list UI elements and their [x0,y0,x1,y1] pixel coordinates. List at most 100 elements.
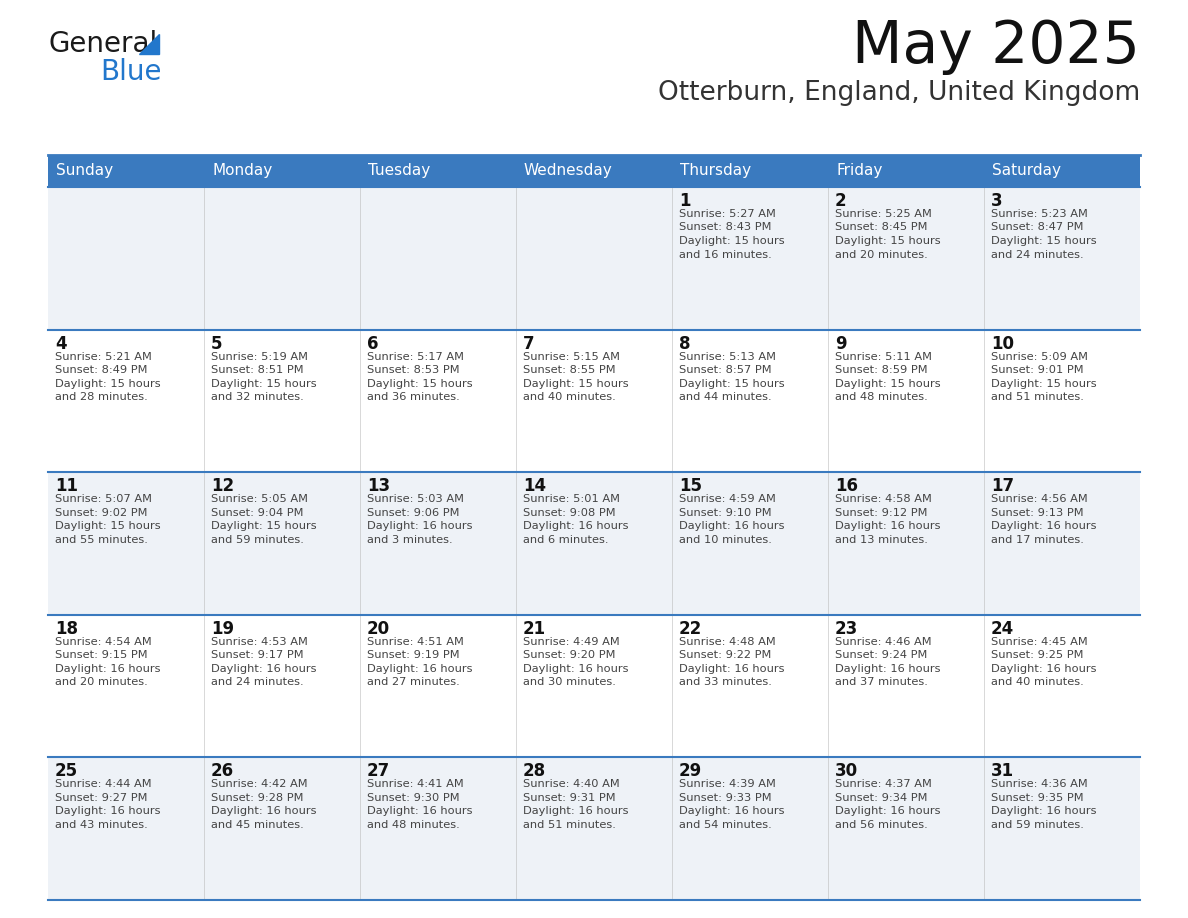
Text: 12: 12 [211,477,234,495]
Bar [828,155,984,187]
Text: Daylight: 15 hours: Daylight: 15 hours [991,378,1097,388]
Text: Sunset: 8:57 PM: Sunset: 8:57 PM [680,365,772,375]
Text: Sunset: 9:15 PM: Sunset: 9:15 PM [55,650,147,660]
Text: Daylight: 16 hours: Daylight: 16 hours [680,664,784,674]
Text: Blue: Blue [100,58,162,86]
Text: Daylight: 15 hours: Daylight: 15 hours [367,378,473,388]
Text: 16: 16 [835,477,858,495]
Text: Daylight: 16 hours: Daylight: 16 hours [55,806,160,816]
Text: Daylight: 16 hours: Daylight: 16 hours [991,664,1097,674]
Text: Sunrise: 4:44 AM: Sunrise: 4:44 AM [55,779,152,789]
Text: Sunset: 9:24 PM: Sunset: 9:24 PM [835,650,928,660]
Bar [48,757,1140,900]
Text: Monday: Monday [211,163,272,178]
Text: 25: 25 [55,763,78,780]
Text: Sunrise: 4:51 AM: Sunrise: 4:51 AM [367,637,463,647]
Text: Daylight: 15 hours: Daylight: 15 hours [680,378,784,388]
Text: Sunset: 9:30 PM: Sunset: 9:30 PM [367,793,460,803]
Bar [360,155,516,187]
Text: 4: 4 [55,334,67,353]
Text: and 51 minutes.: and 51 minutes. [523,820,615,830]
Text: Sunset: 9:10 PM: Sunset: 9:10 PM [680,508,772,518]
Text: Sunrise: 5:17 AM: Sunrise: 5:17 AM [367,352,465,362]
Text: Sunrise: 5:05 AM: Sunrise: 5:05 AM [211,494,308,504]
Text: Sunrise: 4:39 AM: Sunrise: 4:39 AM [680,779,776,789]
Text: Daylight: 16 hours: Daylight: 16 hours [991,806,1097,816]
Text: and 51 minutes.: and 51 minutes. [991,392,1083,402]
Text: 24: 24 [991,620,1015,638]
Text: and 36 minutes.: and 36 minutes. [367,392,460,402]
Text: and 3 minutes.: and 3 minutes. [367,534,453,544]
Text: and 37 minutes.: and 37 minutes. [835,677,928,688]
Text: Sunrise: 5:01 AM: Sunrise: 5:01 AM [523,494,620,504]
Text: and 33 minutes.: and 33 minutes. [680,677,772,688]
Text: General: General [48,30,157,58]
Text: Daylight: 16 hours: Daylight: 16 hours [55,664,160,674]
Text: and 6 minutes.: and 6 minutes. [523,534,608,544]
Text: Daylight: 16 hours: Daylight: 16 hours [523,664,628,674]
Text: 19: 19 [211,620,234,638]
Text: Sunset: 9:27 PM: Sunset: 9:27 PM [55,793,147,803]
Text: Sunrise: 4:45 AM: Sunrise: 4:45 AM [991,637,1088,647]
Text: Daylight: 16 hours: Daylight: 16 hours [367,521,473,532]
Text: Daylight: 16 hours: Daylight: 16 hours [991,521,1097,532]
Text: and 40 minutes.: and 40 minutes. [991,677,1083,688]
Text: Sunday: Sunday [56,163,113,178]
Text: Sunset: 9:13 PM: Sunset: 9:13 PM [991,508,1083,518]
Bar [48,472,1140,615]
Text: 17: 17 [991,477,1015,495]
Bar [204,155,360,187]
Text: and 10 minutes.: and 10 minutes. [680,534,772,544]
Text: and 32 minutes.: and 32 minutes. [211,392,304,402]
Text: Daylight: 16 hours: Daylight: 16 hours [835,664,941,674]
Text: 30: 30 [835,763,858,780]
Text: Daylight: 15 hours: Daylight: 15 hours [991,236,1097,246]
Text: Sunrise: 5:13 AM: Sunrise: 5:13 AM [680,352,776,362]
Text: Daylight: 15 hours: Daylight: 15 hours [211,378,317,388]
Bar [672,155,828,187]
Text: Daylight: 16 hours: Daylight: 16 hours [523,806,628,816]
Text: Sunrise: 5:25 AM: Sunrise: 5:25 AM [835,209,931,219]
Text: 5: 5 [211,334,222,353]
Text: Sunset: 8:51 PM: Sunset: 8:51 PM [211,365,304,375]
Text: Thursday: Thursday [680,163,751,178]
Text: Daylight: 15 hours: Daylight: 15 hours [523,378,628,388]
Text: Sunrise: 4:59 AM: Sunrise: 4:59 AM [680,494,776,504]
Text: Sunset: 9:20 PM: Sunset: 9:20 PM [523,650,615,660]
Text: 3: 3 [991,192,1003,210]
Text: and 43 minutes.: and 43 minutes. [55,820,147,830]
Text: Sunrise: 4:36 AM: Sunrise: 4:36 AM [991,779,1088,789]
Text: and 40 minutes.: and 40 minutes. [523,392,615,402]
Text: 31: 31 [991,763,1015,780]
Text: Daylight: 15 hours: Daylight: 15 hours [835,236,941,246]
Text: and 45 minutes.: and 45 minutes. [211,820,304,830]
Text: and 20 minutes.: and 20 minutes. [55,677,147,688]
Text: 22: 22 [680,620,702,638]
Text: and 27 minutes.: and 27 minutes. [367,677,460,688]
Text: and 17 minutes.: and 17 minutes. [991,534,1083,544]
Text: 18: 18 [55,620,78,638]
Text: and 20 minutes.: and 20 minutes. [835,250,928,260]
Text: Sunrise: 4:56 AM: Sunrise: 4:56 AM [991,494,1088,504]
Text: Daylight: 15 hours: Daylight: 15 hours [211,521,317,532]
Text: Sunset: 9:19 PM: Sunset: 9:19 PM [367,650,460,660]
Text: 23: 23 [835,620,858,638]
Text: Otterburn, England, United Kingdom: Otterburn, England, United Kingdom [658,80,1140,106]
Text: Sunrise: 5:07 AM: Sunrise: 5:07 AM [55,494,152,504]
Text: and 24 minutes.: and 24 minutes. [991,250,1083,260]
Text: Wednesday: Wednesday [524,163,613,178]
Text: 26: 26 [211,763,234,780]
Text: Sunset: 8:47 PM: Sunset: 8:47 PM [991,222,1083,232]
Text: Sunset: 8:49 PM: Sunset: 8:49 PM [55,365,147,375]
Text: Daylight: 16 hours: Daylight: 16 hours [211,664,316,674]
Text: Sunrise: 4:58 AM: Sunrise: 4:58 AM [835,494,931,504]
Text: Sunrise: 4:49 AM: Sunrise: 4:49 AM [523,637,620,647]
Text: Daylight: 15 hours: Daylight: 15 hours [680,236,784,246]
Bar [48,330,1140,472]
Text: Sunset: 9:04 PM: Sunset: 9:04 PM [211,508,303,518]
Text: Sunrise: 4:53 AM: Sunrise: 4:53 AM [211,637,308,647]
Text: Daylight: 15 hours: Daylight: 15 hours [55,378,160,388]
Text: Sunset: 9:35 PM: Sunset: 9:35 PM [991,793,1083,803]
Text: 7: 7 [523,334,535,353]
Text: 6: 6 [367,334,379,353]
